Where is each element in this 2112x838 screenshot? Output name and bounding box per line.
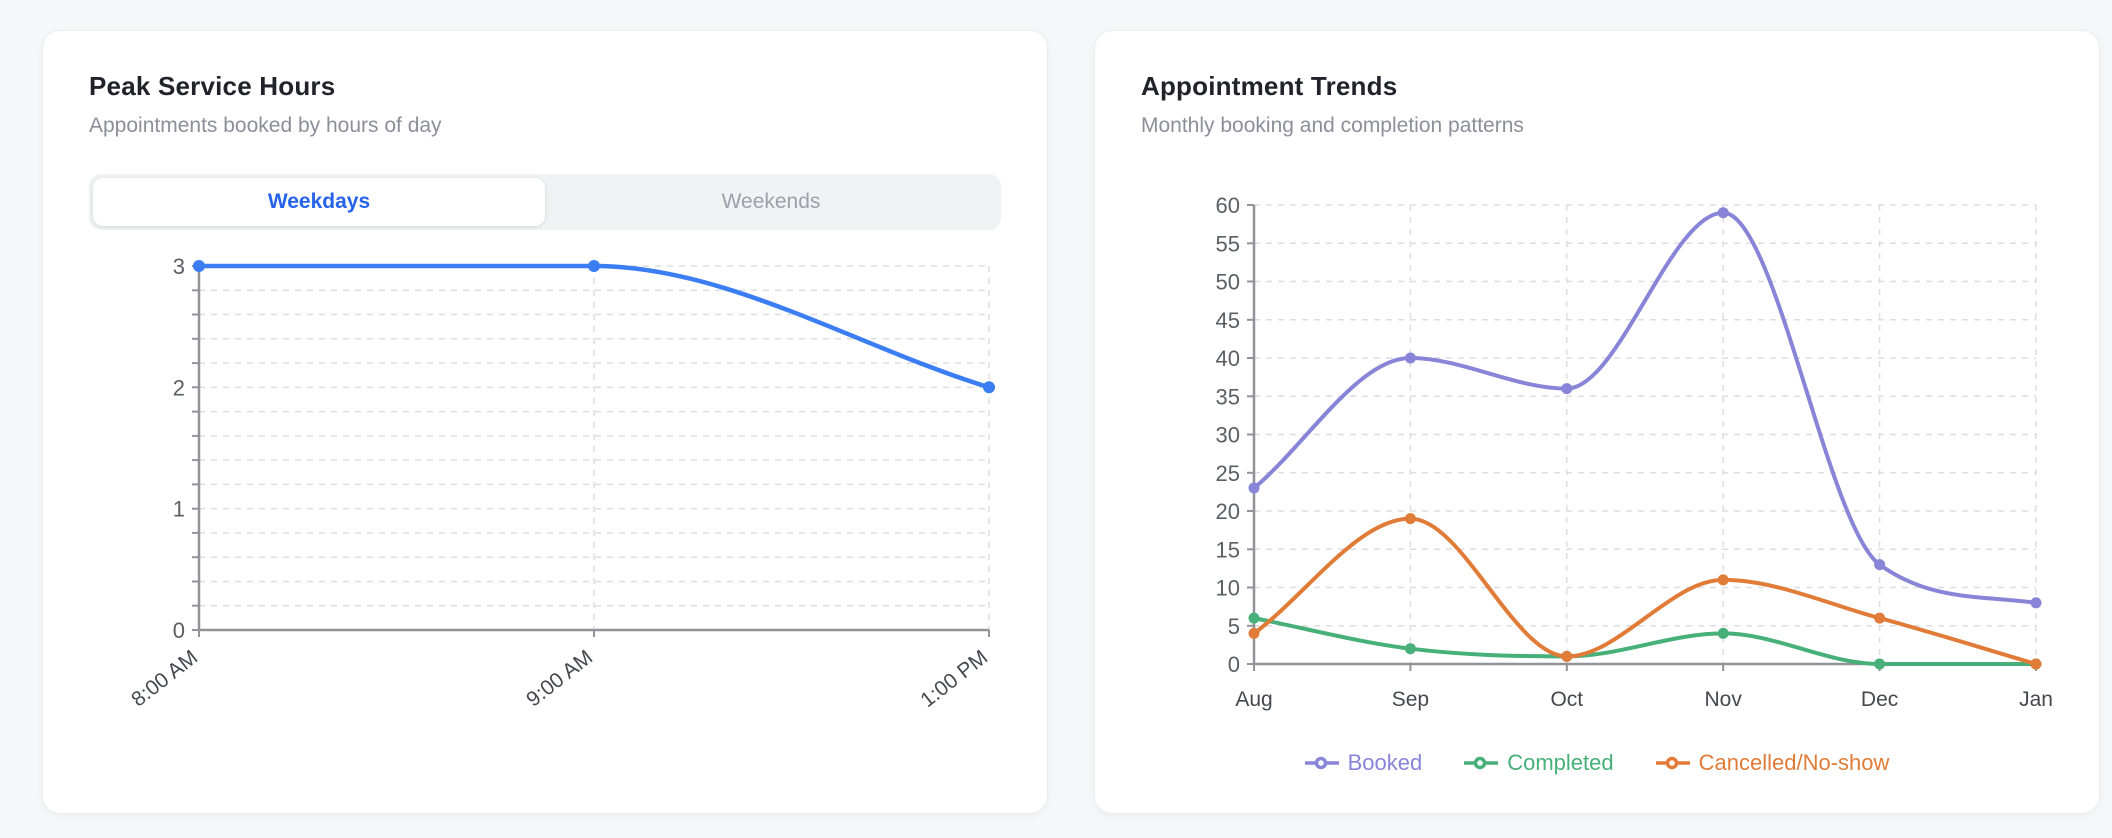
gridlines [199, 265, 990, 630]
svg-text:50: 50 [1216, 270, 1240, 295]
data-point [1717, 574, 1729, 586]
data-point [1404, 643, 1416, 655]
svg-text:Nov: Nov [1705, 688, 1743, 711]
completed-line-marker-icon [1464, 756, 1499, 770]
toggle-option-weekends[interactable]: Weekends [545, 178, 997, 226]
series-weekdays [193, 260, 995, 394]
x-axis: Aug Sep Oct Nov Dec Jan [1235, 662, 2053, 711]
data-point [2030, 658, 2042, 670]
data-point [1874, 612, 1886, 624]
data-point [983, 381, 995, 394]
data-point [2030, 597, 2042, 609]
svg-text:8:00 AM: 8:00 AM [127, 646, 202, 712]
series-cancelled-no-show [1248, 513, 2042, 670]
svg-text:5: 5 [1228, 614, 1240, 639]
data-point [193, 260, 205, 272]
svg-text:3: 3 [173, 254, 185, 279]
weekday-weekend-toggle: Weekdays Weekends [89, 174, 1001, 230]
data-point [1248, 612, 1260, 624]
series-booked [1248, 207, 2042, 609]
appointment-trends-chart: 0 5 10 15 20 25 30 35 40 45 50 55 60 Aug Sep Oct Nov Dec J… [1141, 190, 2053, 718]
svg-text:55: 55 [1216, 231, 1240, 256]
svg-text:Jan: Jan [2019, 688, 2053, 711]
y-axis: 0 5 10 15 20 25 30 35 40 45 50 55 60 [1216, 193, 1256, 677]
card-title: Peak Service Hours [89, 71, 336, 101]
svg-text:35: 35 [1216, 384, 1240, 409]
svg-text:9:00 AM: 9:00 AM [522, 646, 597, 712]
svg-text:40: 40 [1216, 346, 1240, 371]
svg-text:Dec: Dec [1861, 688, 1898, 711]
toggle-option-weekdays[interactable]: Weekdays [93, 178, 545, 226]
svg-text:0: 0 [173, 618, 185, 643]
svg-text:60: 60 [1216, 193, 1240, 218]
legend-item-completed: Completed [1464, 750, 1614, 776]
chart-legend: Booked Completed Cancelled/No-show [1141, 750, 2053, 776]
card-subtitle: Monthly booking and completion patterns [1141, 114, 1524, 137]
legend-label: Booked [1347, 750, 1423, 775]
svg-text:1: 1 [173, 497, 185, 522]
legend-label: Completed [1507, 750, 1614, 775]
data-point [1717, 627, 1729, 639]
svg-text:45: 45 [1216, 308, 1240, 333]
svg-text:Oct: Oct [1550, 688, 1583, 711]
card-subtitle: Appointments booked by hours of day [89, 114, 442, 137]
booked-line-marker-icon [1304, 756, 1339, 770]
svg-text:Aug: Aug [1235, 688, 1272, 711]
data-point [1874, 658, 1886, 670]
svg-text:15: 15 [1216, 537, 1240, 562]
data-point [1404, 352, 1416, 364]
legend-label: Cancelled/No-show [1698, 750, 1890, 775]
data-point [1248, 627, 1260, 639]
data-point [1561, 383, 1573, 395]
svg-text:0: 0 [1228, 652, 1240, 677]
data-point [1874, 559, 1886, 571]
data-point [1717, 207, 1729, 219]
cancelled-line-marker-icon [1655, 756, 1690, 770]
appointment-trends-line-chart: 0 5 10 15 20 25 30 35 40 45 50 55 60 Aug Sep Oct Nov Dec J… [1216, 193, 2053, 711]
peak-service-hours-line-chart: 0 1 2 3 8:00 AM 9:00 AM 1:00 PM [127, 254, 995, 712]
svg-text:30: 30 [1216, 423, 1240, 448]
data-point [1561, 650, 1573, 662]
series-completed [1248, 612, 2042, 670]
svg-text:Sep: Sep [1392, 688, 1429, 711]
svg-text:25: 25 [1216, 461, 1240, 486]
peak-service-hours-card: Peak Service Hours Appointments booked b… [42, 30, 1048, 814]
data-point [1404, 513, 1416, 525]
y-axis: 0 1 2 3 [173, 254, 201, 643]
svg-text:1:00 PM: 1:00 PM [916, 646, 992, 712]
svg-text:10: 10 [1216, 576, 1240, 601]
legend-item-cancelled: Cancelled/No-show [1655, 750, 1890, 776]
svg-text:20: 20 [1216, 499, 1240, 524]
peak-service-hours-chart: 0 1 2 3 8:00 AM 9:00 AM 1:00 PM [89, 248, 1001, 723]
legend-item-booked: Booked [1304, 750, 1423, 776]
x-axis: 8:00 AM 9:00 AM 1:00 PM [127, 628, 992, 712]
data-point [588, 260, 600, 272]
svg-text:2: 2 [173, 375, 185, 400]
gridlines [1254, 204, 2037, 664]
data-point [1248, 482, 1260, 494]
card-title: Appointment Trends [1141, 71, 1398, 101]
appointment-trends-card: Appointment Trends Monthly booking and c… [1094, 30, 2100, 814]
